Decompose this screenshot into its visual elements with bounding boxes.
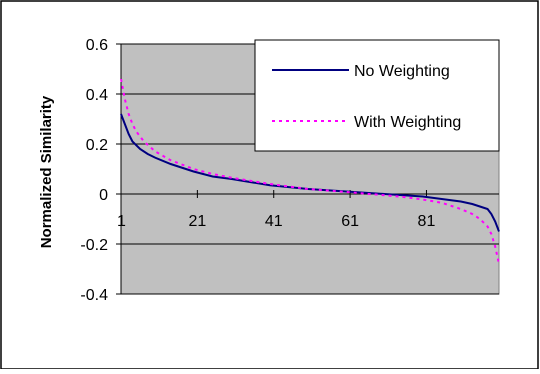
x-tick-label: 21 [188,213,206,230]
x-tick-label: 81 [418,213,436,230]
y-tick-label: 0.2 [86,137,108,154]
y-tick-label: -0.4 [80,287,108,304]
series-line-with-weighting [120,78,500,265]
legend: No Weighting With Weighting [254,39,500,152]
legend-label-with-weighting: With Weighting [354,114,461,131]
series-line-no-weighting [120,113,500,232]
legend-label-no-weighting: No Weighting [354,63,450,80]
x-tick-label: 41 [265,213,283,230]
y-tick-labels: 0.6 0.4 0.2 0 -0.2 -0.4 [80,37,108,304]
y-tick-label: 0.6 [86,37,108,54]
y-tick-label: -0.2 [80,237,108,254]
y-axis-label: Normalized Similarity [38,95,55,248]
y-tick-label: 0 [99,187,108,204]
x-tick-labels: 1 21 41 61 81 [117,213,435,230]
x-tick-label: 1 [117,213,126,230]
legend-box [254,39,500,152]
x-tick-label: 61 [341,213,359,230]
axes [116,43,499,295]
series-lines [120,78,500,265]
y-tick-label: 0.4 [86,87,108,104]
